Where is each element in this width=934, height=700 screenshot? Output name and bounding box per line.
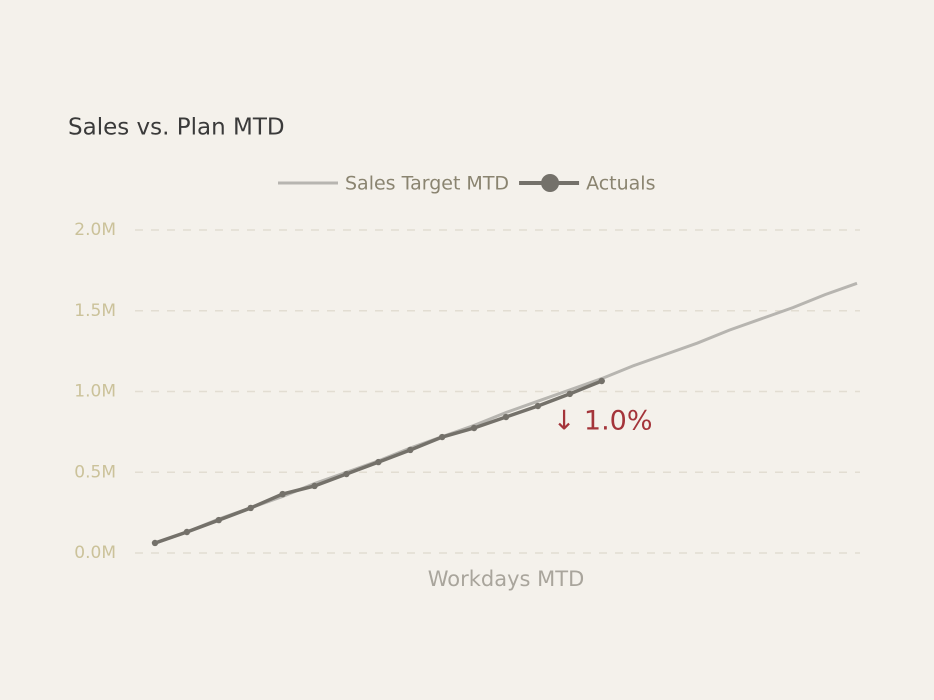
point bbox=[502, 413, 510, 421]
x-axis-label: Workdays MTD bbox=[428, 567, 585, 591]
y-tick-label: 1.5M bbox=[74, 301, 116, 321]
y-tick-label: 2.0M bbox=[74, 220, 116, 240]
point bbox=[215, 516, 223, 524]
point bbox=[183, 528, 191, 536]
point bbox=[566, 390, 574, 398]
y-tick-label: 1.0M bbox=[74, 382, 116, 402]
y-tick-label: 0.5M bbox=[74, 462, 116, 482]
point bbox=[343, 470, 350, 478]
point bbox=[311, 482, 318, 490]
legend-label: Actuals bbox=[586, 173, 655, 195]
point bbox=[534, 402, 542, 410]
point bbox=[375, 458, 382, 466]
point bbox=[438, 433, 446, 441]
chart-title: Sales vs. Plan MTD bbox=[68, 115, 285, 141]
point bbox=[247, 504, 254, 512]
point bbox=[598, 377, 605, 385]
point bbox=[407, 446, 414, 454]
annotation: ↓ 1.0% bbox=[553, 406, 653, 437]
point bbox=[470, 424, 478, 432]
y-tick-label: 0.0M bbox=[74, 543, 116, 563]
point bbox=[151, 539, 159, 547]
point bbox=[279, 490, 286, 498]
legend-label: Sales Target MTD bbox=[345, 173, 509, 195]
legend-marker bbox=[541, 174, 560, 192]
